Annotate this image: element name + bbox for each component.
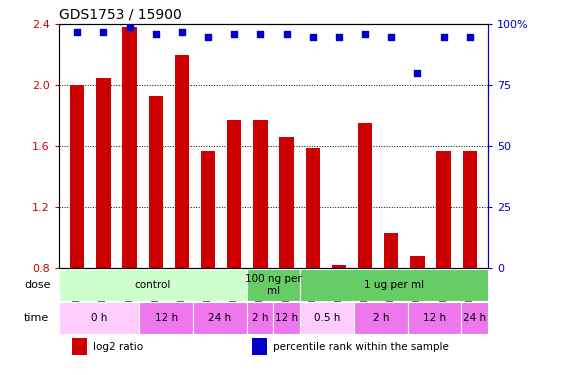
Bar [201,151,215,268]
Bar [174,55,189,268]
Bar [70,86,84,268]
Text: 0 h: 0 h [91,313,107,323]
Point [439,34,448,40]
Point [151,31,160,37]
Point [177,29,186,35]
Text: 1 ug per ml: 1 ug per ml [364,280,424,290]
Bar [358,123,373,268]
Text: 24 h: 24 h [208,313,231,323]
Text: time: time [24,313,49,323]
Point [230,31,239,37]
Bar [273,302,300,334]
Bar [461,302,488,334]
Bar [463,151,477,268]
Point [73,29,82,35]
Point [387,34,396,40]
Bar [436,151,451,268]
Point [125,24,134,30]
Text: 100 ng per
ml: 100 ng per ml [245,274,302,296]
Point [308,34,317,40]
Bar [227,120,241,268]
Point [204,34,213,40]
Bar [72,338,87,355]
Text: dose: dose [24,280,50,290]
Text: control: control [135,280,171,290]
Text: 2 h: 2 h [373,313,389,323]
Bar [59,269,247,301]
Point [413,70,422,76]
Bar [306,148,320,268]
Text: 24 h: 24 h [463,313,486,323]
Bar [149,96,163,268]
Text: 0.5 h: 0.5 h [314,313,341,323]
Bar [96,78,111,268]
Point [99,29,108,35]
Bar [410,256,425,268]
Text: 12 h: 12 h [275,313,298,323]
Bar [252,338,267,355]
Bar [300,269,488,301]
Bar [59,302,139,334]
Bar [247,269,300,301]
Bar [300,302,354,334]
Text: GDS1753 / 15900: GDS1753 / 15900 [59,8,182,22]
Bar [253,120,268,268]
Text: 12 h: 12 h [423,313,446,323]
Point [256,31,265,37]
Text: 12 h: 12 h [155,313,178,323]
Bar [122,27,137,268]
Bar [247,302,273,334]
Bar [279,137,294,268]
Point [361,31,370,37]
Bar [332,265,346,268]
Bar [193,302,247,334]
Text: log2 ratio: log2 ratio [93,342,144,352]
Bar [139,302,193,334]
Bar [408,302,461,334]
Text: percentile rank within the sample: percentile rank within the sample [273,342,449,352]
Point [282,31,291,37]
Bar [354,302,408,334]
Bar [384,233,398,268]
Point [334,34,343,40]
Text: 2 h: 2 h [252,313,268,323]
Point [465,34,474,40]
